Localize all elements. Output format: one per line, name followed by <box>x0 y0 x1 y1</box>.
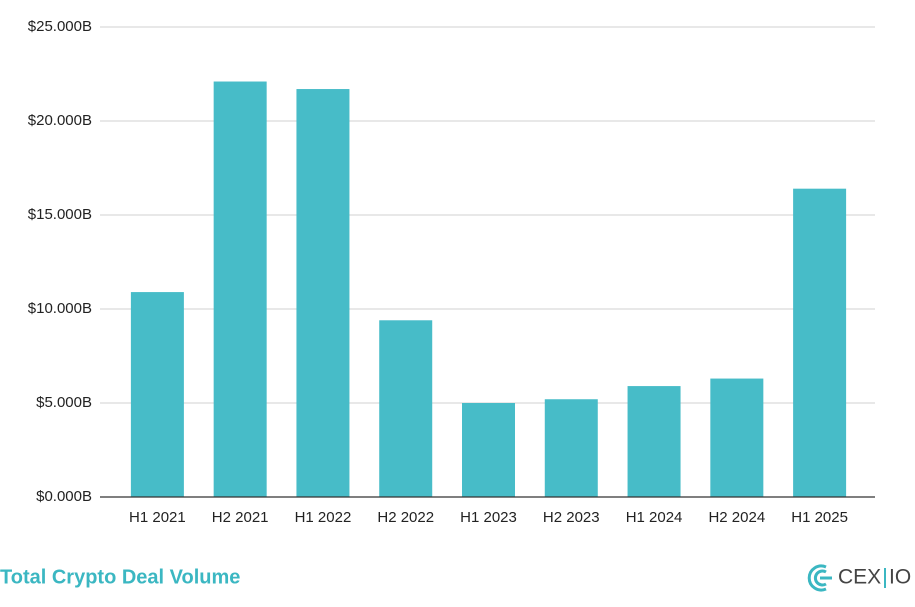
x-tick-label: H2 2021 <box>212 509 269 526</box>
logo: CEX IO <box>807 564 911 592</box>
bar <box>213 81 267 498</box>
logo-brand: CEX <box>838 566 881 589</box>
y-tick-label: $20.000B <box>28 112 92 129</box>
x-tick-label: H1 2023 <box>460 509 517 526</box>
x-tick-label: H1 2022 <box>295 509 352 526</box>
logo-icon <box>807 564 832 592</box>
chart-title: Total Crypto Deal Volume <box>0 566 240 588</box>
x-tick-label: H1 2021 <box>129 509 186 526</box>
y-tick-label: $5.000B <box>36 394 92 411</box>
bar <box>379 320 433 497</box>
bar <box>130 292 184 497</box>
x-tick-label: H2 2024 <box>708 509 765 526</box>
bar <box>627 386 681 497</box>
bar <box>462 403 515 497</box>
logo-suffix: IO <box>889 566 911 589</box>
x-tick-label: H2 2022 <box>377 509 434 526</box>
x-tick-label: H1 2024 <box>626 509 683 526</box>
y-tick-label: $0.000B <box>36 488 92 505</box>
y-tick-label: $25.000B <box>28 18 92 35</box>
y-tick-label: $15.000B <box>28 206 92 223</box>
y-tick-label: $10.000B <box>28 300 92 317</box>
bar <box>793 188 847 497</box>
bar <box>296 89 350 497</box>
bar <box>544 399 598 497</box>
x-tick-label: H2 2023 <box>543 509 600 526</box>
x-tick-label: H1 2025 <box>791 509 848 526</box>
bar <box>710 378 764 497</box>
